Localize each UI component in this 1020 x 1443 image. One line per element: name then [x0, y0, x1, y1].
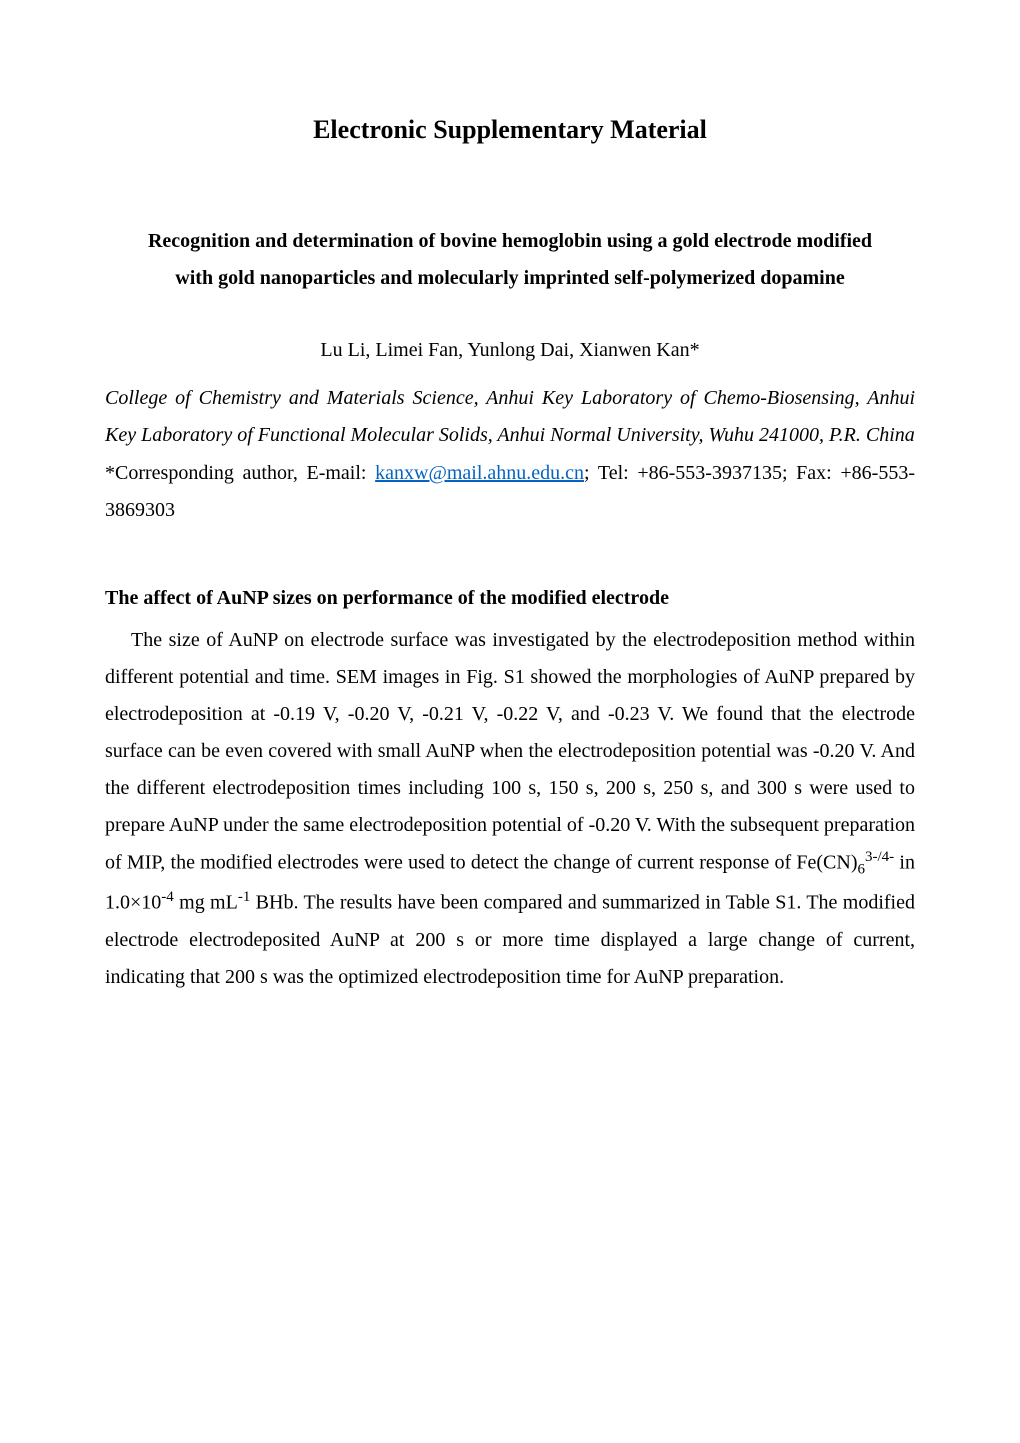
paper-title: Recognition and determination of bovine …	[105, 223, 915, 297]
superscript-neg1: -1	[238, 889, 251, 905]
email-link[interactable]: kanxw@mail.ahnu.edu.cn	[375, 462, 584, 484]
subscript-6: 6	[858, 862, 866, 878]
superscript-charge: 3-/4-	[865, 849, 894, 865]
author-list: Lu Li, Limei Fan, Yunlong Dai, Xianwen K…	[105, 339, 915, 362]
paper-title-line-1: Recognition and determination of bovine …	[148, 230, 872, 252]
section-heading: The affect of AuNP sizes on performance …	[105, 587, 915, 610]
body-text-mid2: mg mL	[174, 892, 238, 914]
paper-title-line-2: with gold nanoparticles and molecularly …	[175, 267, 844, 289]
body-paragraph: The size of AuNP on electrode surface wa…	[105, 622, 915, 996]
corresponding-author-info: *Corresponding author, E-mail: kanxw@mai…	[105, 455, 915, 529]
affiliation-text: College of Chemistry and Materials Scien…	[105, 380, 915, 454]
corresponding-prefix: *Corresponding author, E-mail:	[105, 462, 375, 484]
document-title: Electronic Supplementary Material	[105, 115, 915, 145]
body-text-pre: The size of AuNP on electrode surface wa…	[105, 629, 915, 874]
superscript-neg4: -4	[161, 889, 174, 905]
